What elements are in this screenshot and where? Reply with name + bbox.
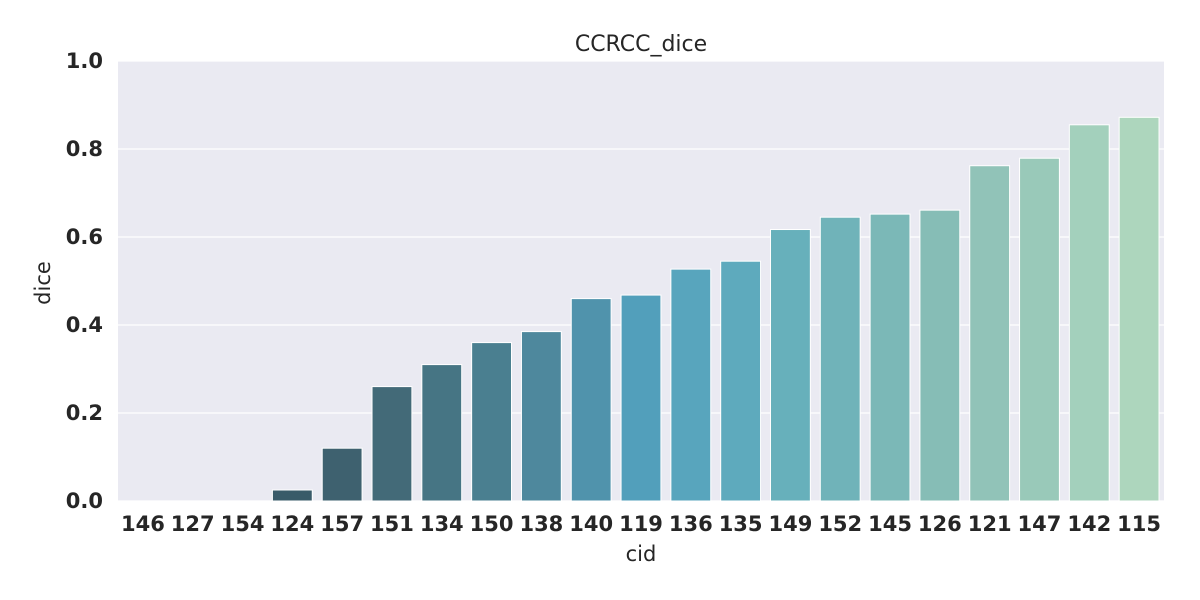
bar-115 bbox=[1118, 116, 1160, 502]
x-tick-label: 150 bbox=[470, 512, 514, 536]
bar-145 bbox=[869, 213, 911, 502]
x-tick-labels: 146 127 154 124 157 151 134 150 138 140 119 136 135 1… bbox=[121, 512, 1161, 536]
y-tick-label: 0.0 bbox=[66, 489, 103, 513]
x-tick-label: 154 bbox=[221, 512, 265, 536]
x-tick-label: 145 bbox=[868, 512, 912, 536]
bar-140 bbox=[570, 298, 612, 502]
bar-124 bbox=[271, 489, 313, 502]
bar-136 bbox=[670, 268, 712, 502]
x-tick-label: 126 bbox=[918, 512, 962, 536]
bar-119 bbox=[620, 294, 662, 502]
x-tick-label: 147 bbox=[1018, 512, 1062, 536]
y-tick-label: 0.8 bbox=[66, 137, 103, 161]
x-tick-label: 157 bbox=[320, 512, 364, 536]
y-tick-label: 0.2 bbox=[66, 401, 103, 425]
bar-135 bbox=[720, 260, 762, 502]
x-tick-label: 136 bbox=[669, 512, 713, 536]
bar-134 bbox=[421, 364, 463, 502]
y-axis-label: dice bbox=[31, 261, 55, 305]
x-tick-label: 134 bbox=[420, 512, 464, 536]
x-tick-label: 149 bbox=[769, 512, 813, 536]
bar-121 bbox=[969, 165, 1011, 502]
x-tick-label: 124 bbox=[270, 512, 314, 536]
bar-149 bbox=[770, 229, 811, 502]
x-tick-label: 146 bbox=[121, 512, 165, 536]
bar-126 bbox=[919, 209, 961, 502]
x-axis-label: cid bbox=[626, 542, 657, 566]
x-tick-label: 142 bbox=[1067, 512, 1111, 536]
y-tick-label: 1.0 bbox=[66, 49, 103, 73]
bar-152 bbox=[819, 216, 861, 502]
bar-150 bbox=[471, 342, 512, 502]
x-tick-label: 115 bbox=[1117, 512, 1161, 536]
x-tick-label: 138 bbox=[519, 512, 563, 536]
bar-142 bbox=[1068, 124, 1110, 502]
x-tick-label: 121 bbox=[968, 512, 1012, 536]
x-tick-label: 127 bbox=[171, 512, 215, 536]
bar-138 bbox=[520, 331, 562, 502]
bar-151 bbox=[371, 386, 413, 502]
x-tick-label: 119 bbox=[619, 512, 663, 536]
y-tick-label: 0.4 bbox=[66, 313, 103, 337]
bar-157 bbox=[321, 447, 363, 502]
bars bbox=[271, 116, 1160, 502]
y-tick-labels: 0.0 0.2 0.4 0.6 0.8 1.0 bbox=[66, 49, 103, 513]
chart-title: CCRCC_dice bbox=[575, 32, 707, 57]
x-tick-label: 151 bbox=[370, 512, 414, 536]
x-tick-label: 135 bbox=[719, 512, 763, 536]
x-tick-label: 152 bbox=[818, 512, 862, 536]
y-tick-label: 0.6 bbox=[66, 225, 103, 249]
bar-147 bbox=[1019, 157, 1060, 502]
x-tick-label: 140 bbox=[569, 512, 613, 536]
